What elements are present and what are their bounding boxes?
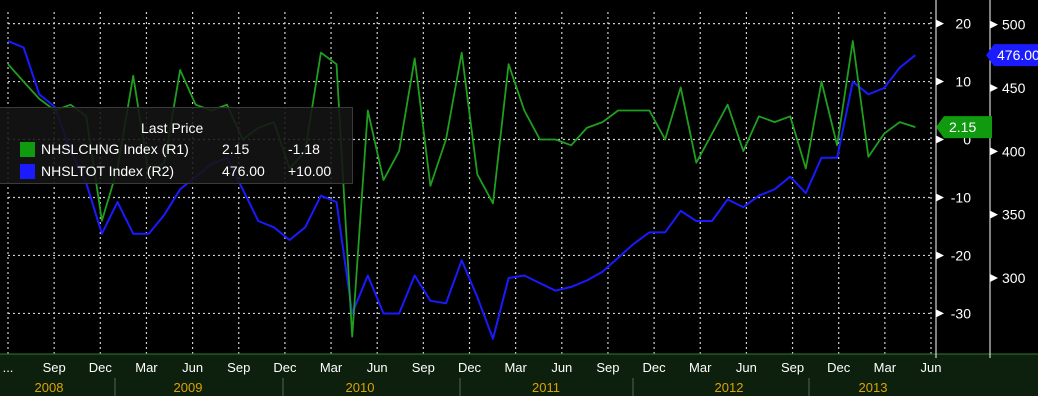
legend-last-price: 476.00 xyxy=(222,163,265,179)
r1-tick-marker xyxy=(936,193,944,202)
x-tick-label: Jun xyxy=(182,360,203,375)
x-tick-label: Sep xyxy=(596,360,619,375)
x-tick-label: Jun xyxy=(736,360,757,375)
x-tick-label: Mar xyxy=(689,360,712,375)
x-year-label: 2009 xyxy=(174,380,203,395)
r1-tick-marker xyxy=(936,19,944,28)
x-tick-label: Jun xyxy=(921,360,942,375)
x-tick-label: Dec xyxy=(273,360,297,375)
r2-tick-marker xyxy=(990,84,998,92)
r1-tick-label: -20 xyxy=(951,247,971,263)
x-year-label: 2012 xyxy=(715,380,744,395)
r2-tick-marker xyxy=(990,274,998,282)
x-tick-label: Sep xyxy=(43,360,66,375)
r1-tick-label: 0 xyxy=(963,132,971,148)
x-tick-label: Dec xyxy=(643,360,667,375)
legend-change: -1.18 xyxy=(288,141,320,157)
legend-entry-nhslchng: NHSLCHNG Index (R1) 2.15 -1.18 xyxy=(20,141,320,158)
x-tick-label: Mar xyxy=(135,360,158,375)
x-tick-label: Sep xyxy=(412,360,435,375)
r1-tick-label: -30 xyxy=(951,305,971,321)
r1-tick-marker xyxy=(936,135,944,144)
legend-swatch-blue xyxy=(20,164,35,179)
r2-tick-label: 450 xyxy=(1002,80,1026,96)
r2-tick-marker xyxy=(990,147,998,156)
last-value-label-blue xyxy=(986,44,1038,67)
r1-tick-marker xyxy=(936,309,944,318)
legend-series-name: NHSLCHNG Index (R1) xyxy=(41,141,189,157)
x-tick-label: Jun xyxy=(551,360,572,375)
x-tick-label: Dec xyxy=(89,360,113,375)
legend-change: +10.00 xyxy=(288,163,332,179)
x-tick-label: Mar xyxy=(320,360,343,375)
r1-tick-label: 10 xyxy=(955,74,971,90)
r1-tick-marker xyxy=(936,77,944,86)
x-tick-label: Mar xyxy=(874,360,897,375)
series-line-nhsltot xyxy=(7,40,917,340)
x-tick-label: ... xyxy=(3,360,14,375)
chart-legend: Last Price NHSLCHNG Index (R1) 2.15 -1.18 … xyxy=(0,107,353,184)
r2-tick-marker xyxy=(990,210,998,219)
r2-tick-label: 300 xyxy=(1002,270,1026,286)
x-tick-label: Sep xyxy=(227,360,250,375)
r1-tick-marker xyxy=(936,251,944,260)
x-year-label: 2008 xyxy=(35,380,64,395)
r1-tick-label: -10 xyxy=(951,189,971,205)
r2-tick-label: 400 xyxy=(1002,143,1026,159)
last-value-text-blue: 476.00 xyxy=(997,47,1038,63)
x-tick-label: Sep xyxy=(781,360,804,375)
x-tick-label: Dec xyxy=(458,360,482,375)
last-value-label-green xyxy=(936,116,992,139)
legend-swatch-green xyxy=(20,142,35,157)
x-tick-label: Dec xyxy=(827,360,851,375)
legend-series-name: NHSLTOT Index (R2) xyxy=(41,163,175,179)
legend-title: Last Price xyxy=(141,120,204,136)
x-year-label: 2011 xyxy=(532,380,560,395)
legend-last-price: 2.15 xyxy=(222,141,250,157)
r1-tick-label: 20 xyxy=(955,16,971,32)
legend-entry-nhsltot: NHSLTOT Index (R2) 476.00 +10.00 xyxy=(20,163,331,180)
last-value-text-green: 2.15 xyxy=(949,119,976,135)
x-year-label: 2013 xyxy=(859,380,888,395)
x-year-label: 2010 xyxy=(346,380,375,395)
r2-tick-marker xyxy=(990,20,998,29)
x-axis-band xyxy=(0,354,1038,396)
x-tick-label: Mar xyxy=(504,360,527,375)
x-tick-label: Jun xyxy=(367,360,388,375)
r2-tick-label: 500 xyxy=(1002,17,1026,33)
r2-tick-label: 350 xyxy=(1002,207,1026,223)
